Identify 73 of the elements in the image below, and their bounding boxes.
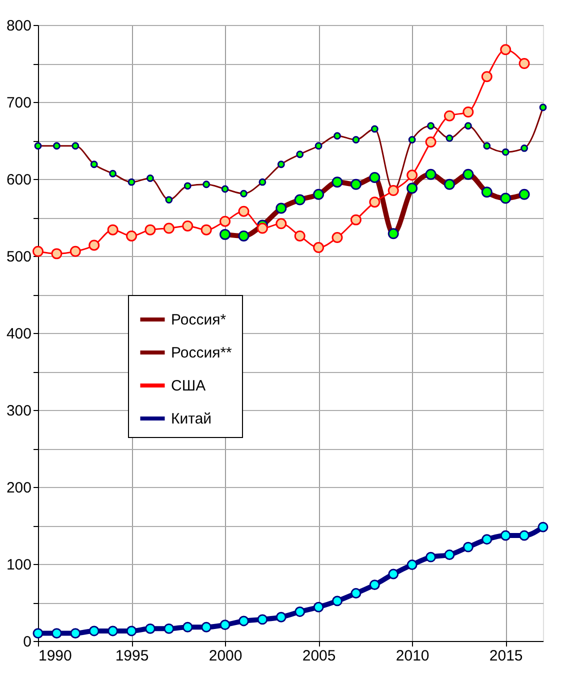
point [256, 222, 268, 234]
legend-label: Россия** [171, 344, 232, 362]
y-tick-label: 200 [6, 480, 32, 496]
point [220, 216, 231, 227]
point [238, 616, 249, 626]
point [163, 222, 174, 234]
point [294, 606, 306, 617]
point [462, 106, 474, 118]
x-tick-label: 2000 [208, 648, 242, 664]
point [126, 626, 137, 636]
y-tick-label: 700 [6, 94, 32, 112]
point [350, 214, 362, 226]
point [107, 224, 118, 236]
point [201, 622, 212, 632]
point [444, 110, 455, 122]
point [108, 626, 118, 636]
point [32, 246, 44, 257]
point [294, 230, 306, 242]
point [70, 246, 81, 257]
point [500, 44, 512, 56]
point [406, 560, 418, 570]
point [182, 220, 194, 232]
point [200, 224, 212, 236]
point [70, 628, 81, 639]
point [518, 58, 530, 69]
y-tick-label: 100 [6, 556, 32, 574]
point [426, 552, 436, 562]
point [350, 588, 362, 598]
y-tick-label: 500 [6, 248, 32, 266]
point [238, 206, 250, 217]
point [313, 242, 324, 254]
x-tick-label: 2010 [396, 648, 430, 664]
point [276, 612, 286, 622]
point [88, 626, 100, 636]
point [164, 623, 174, 634]
point [126, 230, 138, 242]
point [32, 628, 44, 639]
y-tick-label: 400 [6, 326, 32, 342]
point [369, 196, 380, 208]
y-tick-label: 600 [6, 172, 32, 188]
point [144, 224, 156, 236]
point [500, 530, 511, 541]
legend-label: Россия* [171, 312, 226, 328]
point [220, 620, 230, 630]
point [51, 248, 62, 260]
point [51, 628, 62, 639]
x-tick-label: 1995 [115, 648, 149, 664]
point [406, 170, 418, 181]
point [538, 522, 548, 532]
legend-label: Китай [171, 410, 212, 428]
y-tick-label: 300 [6, 402, 32, 420]
point [276, 218, 287, 230]
point [519, 530, 530, 541]
point [482, 534, 492, 545]
legend-label: США [171, 378, 206, 394]
point [257, 614, 268, 625]
x-tick-label: 2015 [489, 648, 523, 664]
point [332, 596, 342, 606]
point [481, 71, 492, 82]
point [444, 550, 455, 560]
point [388, 568, 399, 580]
point [425, 136, 436, 148]
point [145, 623, 156, 634]
point [462, 542, 474, 552]
point [182, 622, 193, 632]
y-tick-label: 800 [6, 18, 32, 34]
point [88, 240, 100, 251]
x-tick-label: 2005 [302, 648, 336, 664]
point [369, 580, 380, 590]
x-tick-label: 1990 [38, 648, 72, 664]
point [332, 232, 343, 244]
point [313, 602, 324, 612]
y-tick-label: 0 [23, 634, 32, 650]
